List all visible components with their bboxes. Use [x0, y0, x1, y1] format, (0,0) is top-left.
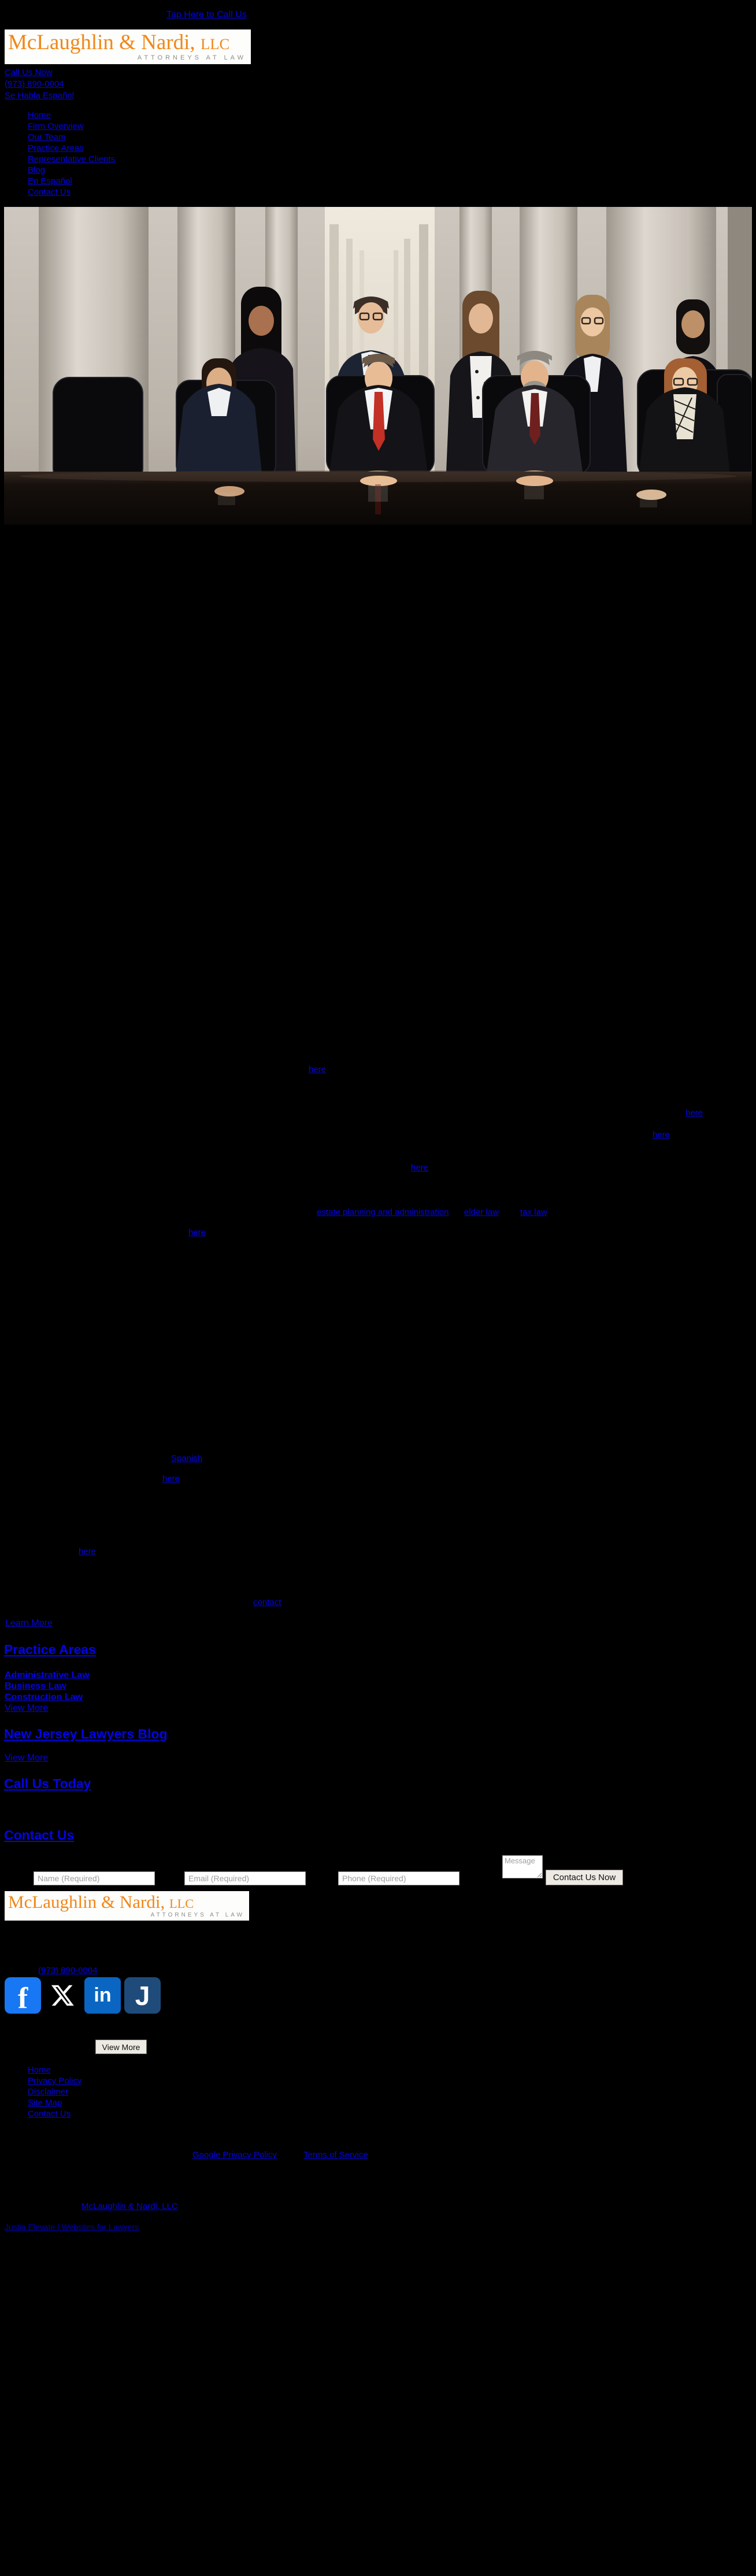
- administrative-law-link[interactable]: Administrative Law: [5, 1670, 90, 1680]
- footer-phone-link[interactable]: (973) 890-0004: [38, 1966, 98, 1975]
- firm-logo-tagline: ATTORNEYS AT LAW: [137, 54, 246, 61]
- footer-nav-privacy-policy[interactable]: Privacy Policy: [28, 2076, 82, 2086]
- firm-logo-text: McLaughlin & Nardi, LLC: [8, 32, 246, 53]
- se-habla-espanol-link[interactable]: Se Habla Español: [5, 91, 75, 101]
- footer-nav-contact-us[interactable]: Contact Us: [28, 2109, 71, 2119]
- nav-item-contact-us[interactable]: Contact Us: [28, 187, 71, 197]
- learn-more-link[interactable]: Learn More: [5, 1618, 53, 1628]
- nav-item-our-team[interactable]: Our Team: [28, 132, 66, 142]
- nav-item-en-espanol[interactable]: En Español: [28, 176, 72, 186]
- firm-logo: McLaughlin & Nardi, LLC ATTORNEYS AT LAW: [5, 29, 251, 64]
- facebook-glyph: f: [17, 1982, 28, 2015]
- inline-link-spanish[interactable]: Spanish: [171, 1454, 203, 1463]
- header-contact-links: Call Us Now (973) 890-0004 Se Habla Espa…: [5, 67, 74, 102]
- name-input[interactable]: [34, 1871, 155, 1885]
- inline-link-here-7[interactable]: here: [79, 1547, 97, 1556]
- blog-view-more-link[interactable]: View More: [5, 1753, 49, 1763]
- linkedin-icon[interactable]: in: [84, 1977, 121, 2014]
- phone-input[interactable]: [338, 1871, 459, 1885]
- social-links: f in J: [5, 1977, 161, 2014]
- footer-logo-name: McLaughlin & Nardi,: [8, 1892, 165, 1912]
- business-law-link[interactable]: Business Law: [5, 1681, 66, 1691]
- inline-link-here-4[interactable]: here: [411, 1163, 429, 1173]
- tap-to-call-link[interactable]: Tap Here to Call Us: [166, 10, 247, 20]
- main-nav: Home Firm Overview Our Team Practice Are…: [16, 110, 115, 198]
- footer-logo-text: McLaughlin & Nardi, LLC: [8, 1893, 244, 1911]
- contact-us-now-button[interactable]: Contact Us Now: [546, 1870, 623, 1885]
- email-input[interactable]: [184, 1871, 306, 1885]
- footer-logo-tagline: ATTORNEYS AT LAW: [150, 1912, 244, 1918]
- inline-link-tax-law[interactable]: tax law: [520, 1207, 547, 1217]
- inline-link-here-2[interactable]: here: [685, 1108, 703, 1118]
- inline-link-here-5[interactable]: here: [188, 1228, 206, 1237]
- inline-link-here-6[interactable]: here: [162, 1474, 180, 1484]
- copyright-firm-link[interactable]: McLaughlin & Nardi, LLC: [81, 2201, 178, 2211]
- nav-item-firm-overview[interactable]: Firm Overview: [28, 121, 84, 131]
- inline-link-elder-law[interactable]: elder law: [464, 1207, 499, 1217]
- x-logo-glyph: [51, 1985, 74, 2006]
- justia-glyph: J: [135, 1980, 150, 2011]
- justia-icon[interactable]: J: [124, 1977, 161, 2014]
- message-textarea[interactable]: [502, 1855, 543, 1878]
- footer-view-more-button[interactable]: View More: [95, 2040, 147, 2054]
- footer-nav-disclaimer[interactable]: Disclaimer: [28, 2087, 69, 2097]
- construction-law-link[interactable]: Construction Law: [5, 1692, 83, 1702]
- footer-nav-home[interactable]: Home: [28, 2065, 51, 2075]
- inline-link-estate-planning[interactable]: estate planning and administration: [317, 1207, 449, 1217]
- inline-link-contact[interactable]: contact: [253, 1598, 281, 1607]
- attorneys-group-photo: [4, 207, 752, 525]
- contact-us-heading[interactable]: Contact Us: [4, 1828, 75, 1843]
- header-phone-link[interactable]: (973) 890-0004: [5, 79, 64, 89]
- inline-link-here-1[interactable]: here: [309, 1065, 327, 1074]
- call-us-now-link[interactable]: Call Us Now: [5, 68, 53, 77]
- call-us-today-heading[interactable]: Call Us Today: [4, 1776, 91, 1791]
- footer-logo-llc: LLC: [169, 1896, 194, 1911]
- blog-heading[interactable]: New Jersey Lawyers Blog: [4, 1726, 168, 1741]
- nav-item-practice-areas[interactable]: Practice Areas: [28, 143, 84, 153]
- firm-logo-llc: LLC: [200, 35, 230, 53]
- nav-item-representative-clients[interactable]: Representative Clients: [28, 154, 115, 164]
- terms-of-service-link[interactable]: Terms of Service: [303, 2150, 368, 2160]
- footer-nav: Home Privacy Policy Disclaimer Site Map …: [16, 2064, 81, 2119]
- nav-item-home[interactable]: Home: [28, 110, 51, 120]
- google-privacy-policy-link[interactable]: Google Privacy Policy: [192, 2150, 277, 2160]
- linkedin-glyph: in: [94, 1984, 112, 2006]
- inline-link-here-3[interactable]: here: [653, 1130, 670, 1140]
- firm-logo-name: McLaughlin & Nardi,: [8, 31, 195, 54]
- nav-item-blog[interactable]: Blog: [28, 165, 46, 175]
- facebook-icon[interactable]: f: [5, 1977, 41, 2014]
- practice-areas-heading[interactable]: Practice Areas: [4, 1642, 96, 1657]
- footer-nav-site-map[interactable]: Site Map: [28, 2098, 62, 2108]
- practice-areas-view-more-link[interactable]: View More: [5, 1703, 49, 1713]
- seated-attorneys: [175, 351, 731, 487]
- footer-firm-logo: McLaughlin & Nardi, LLC ATTORNEYS AT LAW: [5, 1891, 249, 1921]
- justia-elevate-link[interactable]: Justia Elevate | Websites for Lawyers: [5, 2222, 139, 2232]
- x-twitter-icon[interactable]: [45, 1977, 81, 2014]
